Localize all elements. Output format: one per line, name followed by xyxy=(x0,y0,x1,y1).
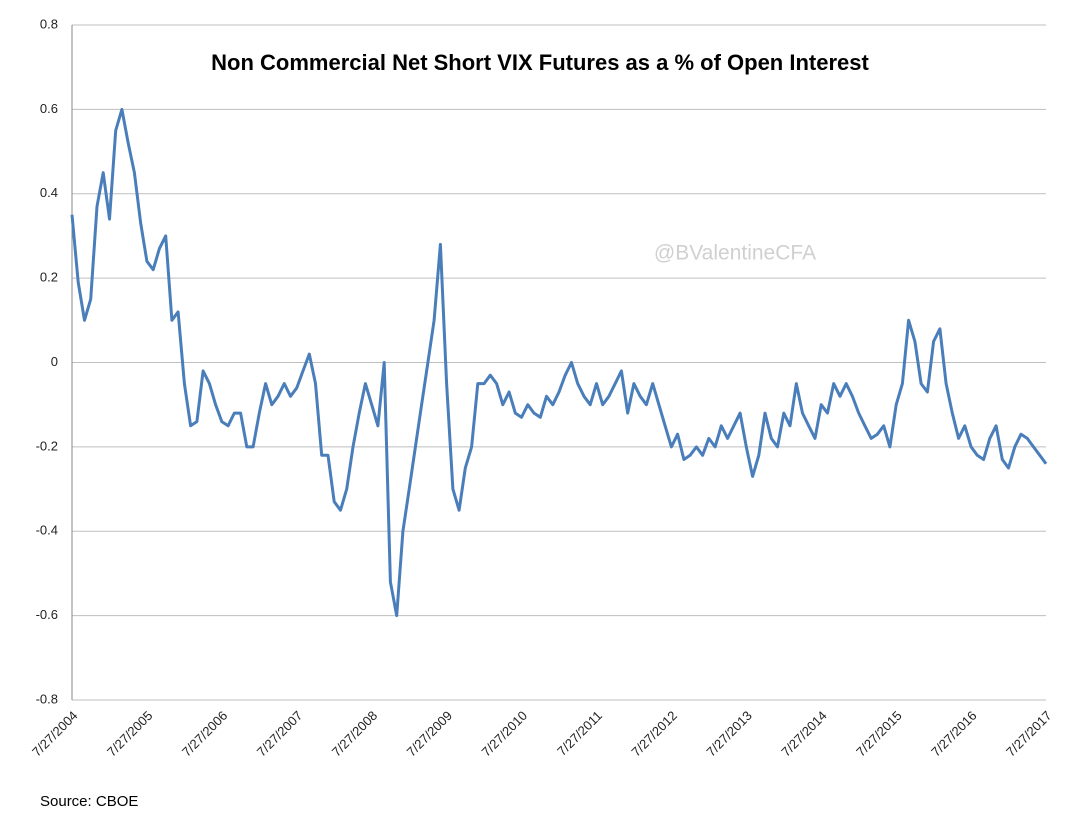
y-tick-label: 0 xyxy=(51,354,58,369)
y-tick-label: -0.2 xyxy=(36,438,58,453)
x-tick-label: 7/27/2017 xyxy=(1003,708,1055,760)
y-tick-label: 0.2 xyxy=(40,270,58,285)
y-tick-label: 0.4 xyxy=(40,185,58,200)
watermark: @BValentineCFA xyxy=(654,242,816,265)
source-note: Source: CBOE xyxy=(40,793,138,810)
x-tick-label: 7/27/2005 xyxy=(104,708,156,760)
data-line xyxy=(70,107,1048,618)
x-tick-label: 7/27/2012 xyxy=(628,708,680,760)
x-tick-label: 7/27/2008 xyxy=(329,708,381,760)
y-tick-label: -0.4 xyxy=(36,523,58,538)
y-tick-label: -0.6 xyxy=(36,607,58,622)
x-tick-label: 7/27/2016 xyxy=(928,708,980,760)
y-tick-label: -0.8 xyxy=(36,691,58,706)
x-tick-label: 7/27/2013 xyxy=(703,708,755,760)
x-tick-label: 7/27/2011 xyxy=(554,708,605,759)
x-tick-label: 7/27/2006 xyxy=(179,708,231,760)
x-tick-label: 7/27/2009 xyxy=(404,708,456,760)
x-tick-label: 7/27/2014 xyxy=(778,708,830,760)
x-tick-label: 7/27/2010 xyxy=(479,708,531,760)
y-tick-label: 0.6 xyxy=(40,101,58,116)
x-tick-label: 7/27/2004 xyxy=(29,708,81,760)
x-tick-label: 7/27/2015 xyxy=(853,708,905,760)
chart-title: Non Commercial Net Short VIX Futures as … xyxy=(211,50,869,75)
y-tick-label: 0.8 xyxy=(40,16,58,31)
x-tick-label: 7/27/2007 xyxy=(254,708,306,760)
